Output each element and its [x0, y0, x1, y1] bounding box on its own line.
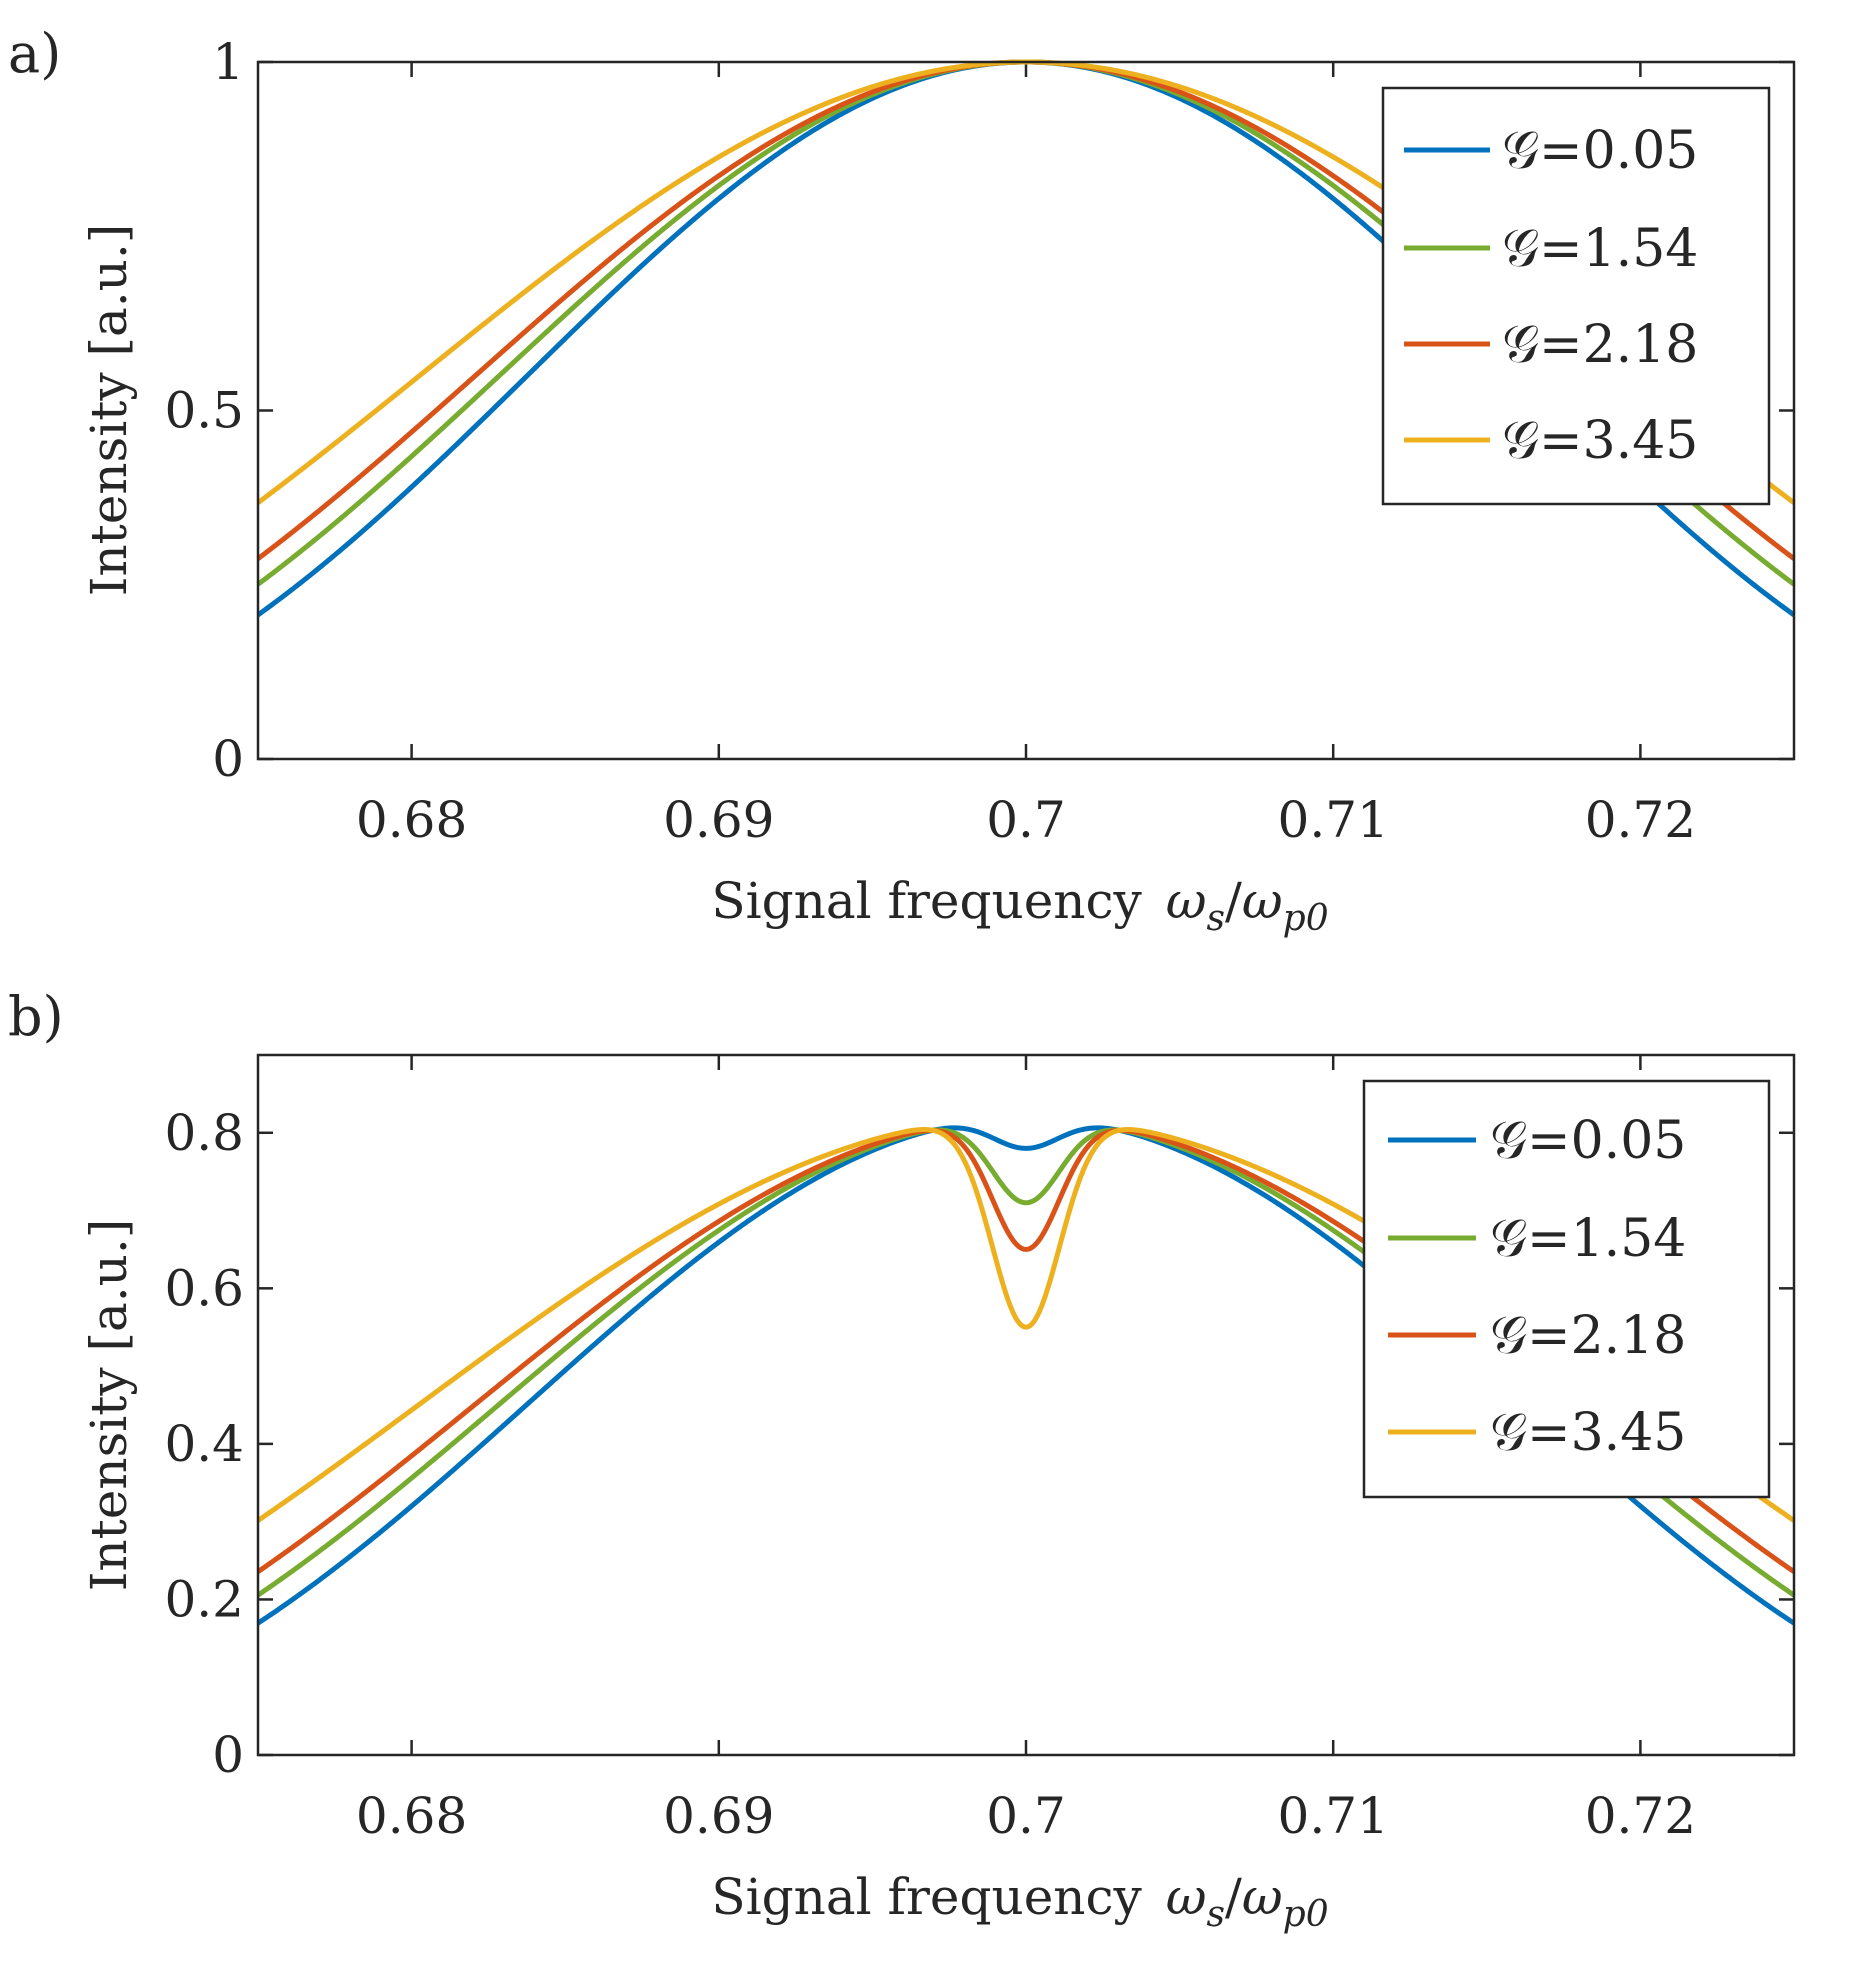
panel-a-label: a)	[8, 22, 61, 85]
xtick-label: 0.68	[356, 1787, 467, 1845]
ytick-label: 0.8	[164, 1104, 244, 1162]
xtick-label: 0.69	[663, 1787, 774, 1845]
xtick-label: 0.72	[1585, 1787, 1696, 1845]
xtick-label: 0.7	[986, 1787, 1066, 1845]
xtick-label: 0.68	[356, 791, 467, 849]
x-axis-label-a: Signal frequency ωs/ωp0	[711, 872, 1328, 939]
x-axis-label-text: Signal frequency	[711, 872, 1142, 930]
panel-b-label: b)	[8, 985, 64, 1048]
xtick-label: 0.72	[1585, 791, 1696, 849]
ytick-label: 1	[212, 33, 244, 91]
legend-entry: 𝒢=3.45	[1388, 1403, 1686, 1463]
legend-label: 𝒢=3.45	[1490, 1403, 1686, 1463]
ytick-label: 0.5	[164, 382, 244, 440]
legend-label: 𝒢=0.05	[1490, 1111, 1686, 1171]
xtick-label: 0.71	[1278, 1787, 1389, 1845]
legend-box-a	[1381, 86, 1771, 506]
legend-label: 𝒢=2.18	[1490, 1306, 1686, 1366]
legend-label: 𝒢=1.54	[1502, 219, 1698, 279]
legend-entry: 𝒢=1.54	[1404, 219, 1698, 279]
y-tick-labels-a: 0 0.5 1	[164, 33, 244, 788]
x-axis-label-text: Signal frequency	[711, 1868, 1142, 1926]
ytick-label: 0	[212, 1726, 244, 1784]
axes-box-a	[256, 60, 1796, 761]
legend-entry: 𝒢=3.45	[1404, 411, 1698, 471]
ytick-label: 0.6	[164, 1259, 244, 1317]
legend-b: 𝒢=0.05 𝒢=1.54 𝒢=2.18 𝒢=3.45	[1362, 1079, 1771, 1499]
xtick-label: 0.71	[1278, 791, 1389, 849]
legend-entry: 𝒢=2.18	[1404, 315, 1698, 375]
legend-label: 𝒢=3.45	[1502, 411, 1698, 471]
ytick-label: 0.4	[164, 1415, 244, 1473]
legend-a: 𝒢=0.05 𝒢=1.54 𝒢=2.18 𝒢=3.45	[1381, 86, 1771, 506]
legend-entry: 𝒢=2.18	[1388, 1306, 1686, 1366]
legend-entry: 𝒢=0.05	[1404, 121, 1698, 181]
chart-panel-a: a) 0 0.5 1 0.68 0.69 0.7 0.71 0.72 Inten…	[8, 22, 1796, 939]
ytick-label: 0.2	[164, 1570, 244, 1628]
legend-label: 𝒢=1.54	[1490, 1209, 1686, 1269]
xtick-label: 0.69	[663, 791, 774, 849]
legend-entry: 𝒢=1.54	[1388, 1209, 1686, 1269]
y-axis-label-b: Intensity [a.u.]	[80, 1219, 138, 1592]
xtick-label: 0.7	[986, 791, 1066, 849]
legend-box-b	[1362, 1079, 1771, 1499]
legend-label: 𝒢=2.18	[1502, 315, 1698, 375]
x-tick-labels-b: 0.68 0.69 0.7 0.71 0.72	[356, 1787, 1696, 1845]
chart-panel-b: b) 0 0.2 0.4 0.6 0.8 0.68 0.69 0.7 0.71 …	[8, 985, 1796, 1935]
ytick-label: 0	[212, 730, 244, 788]
x-axis-label-b: Signal frequency ωs/ωp0	[711, 1868, 1328, 1935]
legend-entry: 𝒢=0.05	[1388, 1111, 1686, 1171]
axes-box-b	[256, 1053, 1796, 1757]
y-tick-labels-b: 0 0.2 0.4 0.6 0.8	[164, 1104, 244, 1784]
legend-label: 𝒢=0.05	[1502, 121, 1698, 181]
x-tick-labels-a: 0.68 0.69 0.7 0.71 0.72	[356, 791, 1696, 849]
y-axis-label-a: Intensity [a.u.]	[80, 224, 138, 597]
